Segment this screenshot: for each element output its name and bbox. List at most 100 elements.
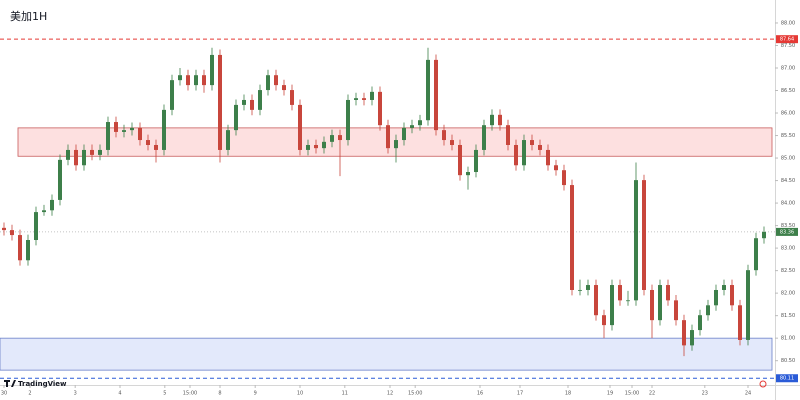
y-tick-label: 86.50 (781, 88, 795, 94)
candle-body (186, 75, 190, 86)
candle-body (258, 90, 262, 110)
candle-body (538, 144, 542, 150)
candle-body (722, 285, 726, 290)
level-label-bg (776, 35, 798, 44)
candle-body (674, 300, 678, 321)
candle-body (330, 135, 334, 142)
y-tick-label: 85.50 (781, 133, 795, 139)
candle-body (730, 285, 734, 306)
x-tick-label: 3 (74, 391, 77, 397)
x-tick-label: 8 (218, 391, 221, 397)
candle-body (570, 185, 574, 290)
candle-body (338, 135, 342, 141)
candle-body (530, 140, 534, 145)
candle-body (554, 165, 558, 171)
y-tick-label: 81.50 (781, 313, 795, 319)
zone (0, 337, 773, 371)
candle-body (202, 75, 206, 86)
x-tick-label: 15:00 (408, 391, 422, 397)
candle-body (410, 125, 414, 128)
candle-body (58, 159, 62, 200)
candle-body (586, 285, 590, 290)
candle-body (682, 320, 686, 346)
candle-body (402, 127, 406, 141)
candle-body (170, 80, 174, 110)
y-tick-label: 87.50 (781, 43, 795, 49)
y-tick-label: 86.00 (781, 111, 795, 117)
candle-body (442, 130, 446, 141)
x-tick-label: 4 (118, 391, 121, 397)
candle-body (666, 285, 670, 301)
candle-body (762, 231, 766, 239)
candle-body (274, 75, 278, 86)
x-tick-label: 19 (607, 391, 613, 397)
candle-body (746, 270, 750, 340)
x-tick-label: 30 (1, 391, 7, 397)
candle-body (282, 85, 286, 91)
candle-body (362, 98, 366, 100)
y-tick-label: 84.50 (781, 178, 795, 184)
candle-body (114, 122, 118, 132)
candle-body (98, 149, 102, 155)
candle-body (490, 114, 494, 126)
candle-body (138, 127, 142, 141)
level-label: 80.11 (780, 376, 794, 382)
x-tick-label: 12 (387, 391, 393, 397)
candle-body (610, 285, 614, 326)
candle-body (378, 91, 382, 126)
x-tick-label: 11 (342, 391, 348, 397)
level-label: 87.64 (780, 37, 794, 43)
candle-body (626, 300, 630, 302)
candle-body (522, 140, 526, 166)
candle-body (634, 180, 638, 301)
logo: TradingView (4, 380, 67, 388)
candle-body (474, 149, 478, 173)
candle-body (698, 315, 702, 331)
candle-body (754, 238, 758, 271)
candle-body (546, 149, 550, 166)
candle-body (250, 99, 254, 110)
candle-body (482, 125, 486, 150)
candle-body (50, 199, 54, 211)
x-tick-label: 15:00 (183, 391, 197, 397)
candle-body (314, 144, 318, 149)
candle-body (458, 144, 462, 176)
candle-body (426, 59, 430, 121)
candle-body (602, 315, 606, 326)
candle-body (218, 54, 222, 150)
candle-body (298, 104, 302, 150)
candle-body (122, 130, 126, 132)
candle-body (562, 170, 566, 186)
axes: 87.64 80.11 83.36 80.50 81.00 81.50 82.00 82.50… (1, 20, 798, 397)
candle-body (370, 91, 374, 100)
y-tick-label: 83.00 (781, 246, 795, 252)
candle-body (498, 114, 502, 126)
candle-body (146, 140, 150, 145)
x-tick-label: 17 (517, 391, 523, 397)
candle-body (394, 140, 398, 149)
plot-area (0, 38, 775, 379)
y-tick-label: 82.00 (781, 291, 795, 297)
last-price-label: 83.36 (780, 229, 794, 235)
candle-body (290, 90, 294, 105)
y-tick-label: 80.50 (781, 358, 795, 364)
x-tick-label: 15:00 (625, 391, 639, 397)
candle-body (226, 130, 230, 150)
candle-body (266, 75, 270, 91)
chart-title: 美加1H (10, 10, 47, 23)
y-tick-label: 84.00 (781, 201, 795, 207)
settings-icon[interactable] (759, 380, 767, 388)
level-label-bg (776, 374, 798, 383)
candle-body (2, 227, 6, 231)
y-tick-label: 81.00 (781, 336, 795, 342)
candle-body (322, 141, 326, 149)
candle-body (26, 240, 30, 261)
candle-body (234, 104, 238, 131)
y-tick-label: 82.50 (781, 268, 795, 274)
candle-body (514, 144, 518, 166)
candle-body (346, 99, 350, 141)
candle-body (178, 75, 182, 81)
candle-body (82, 149, 86, 166)
